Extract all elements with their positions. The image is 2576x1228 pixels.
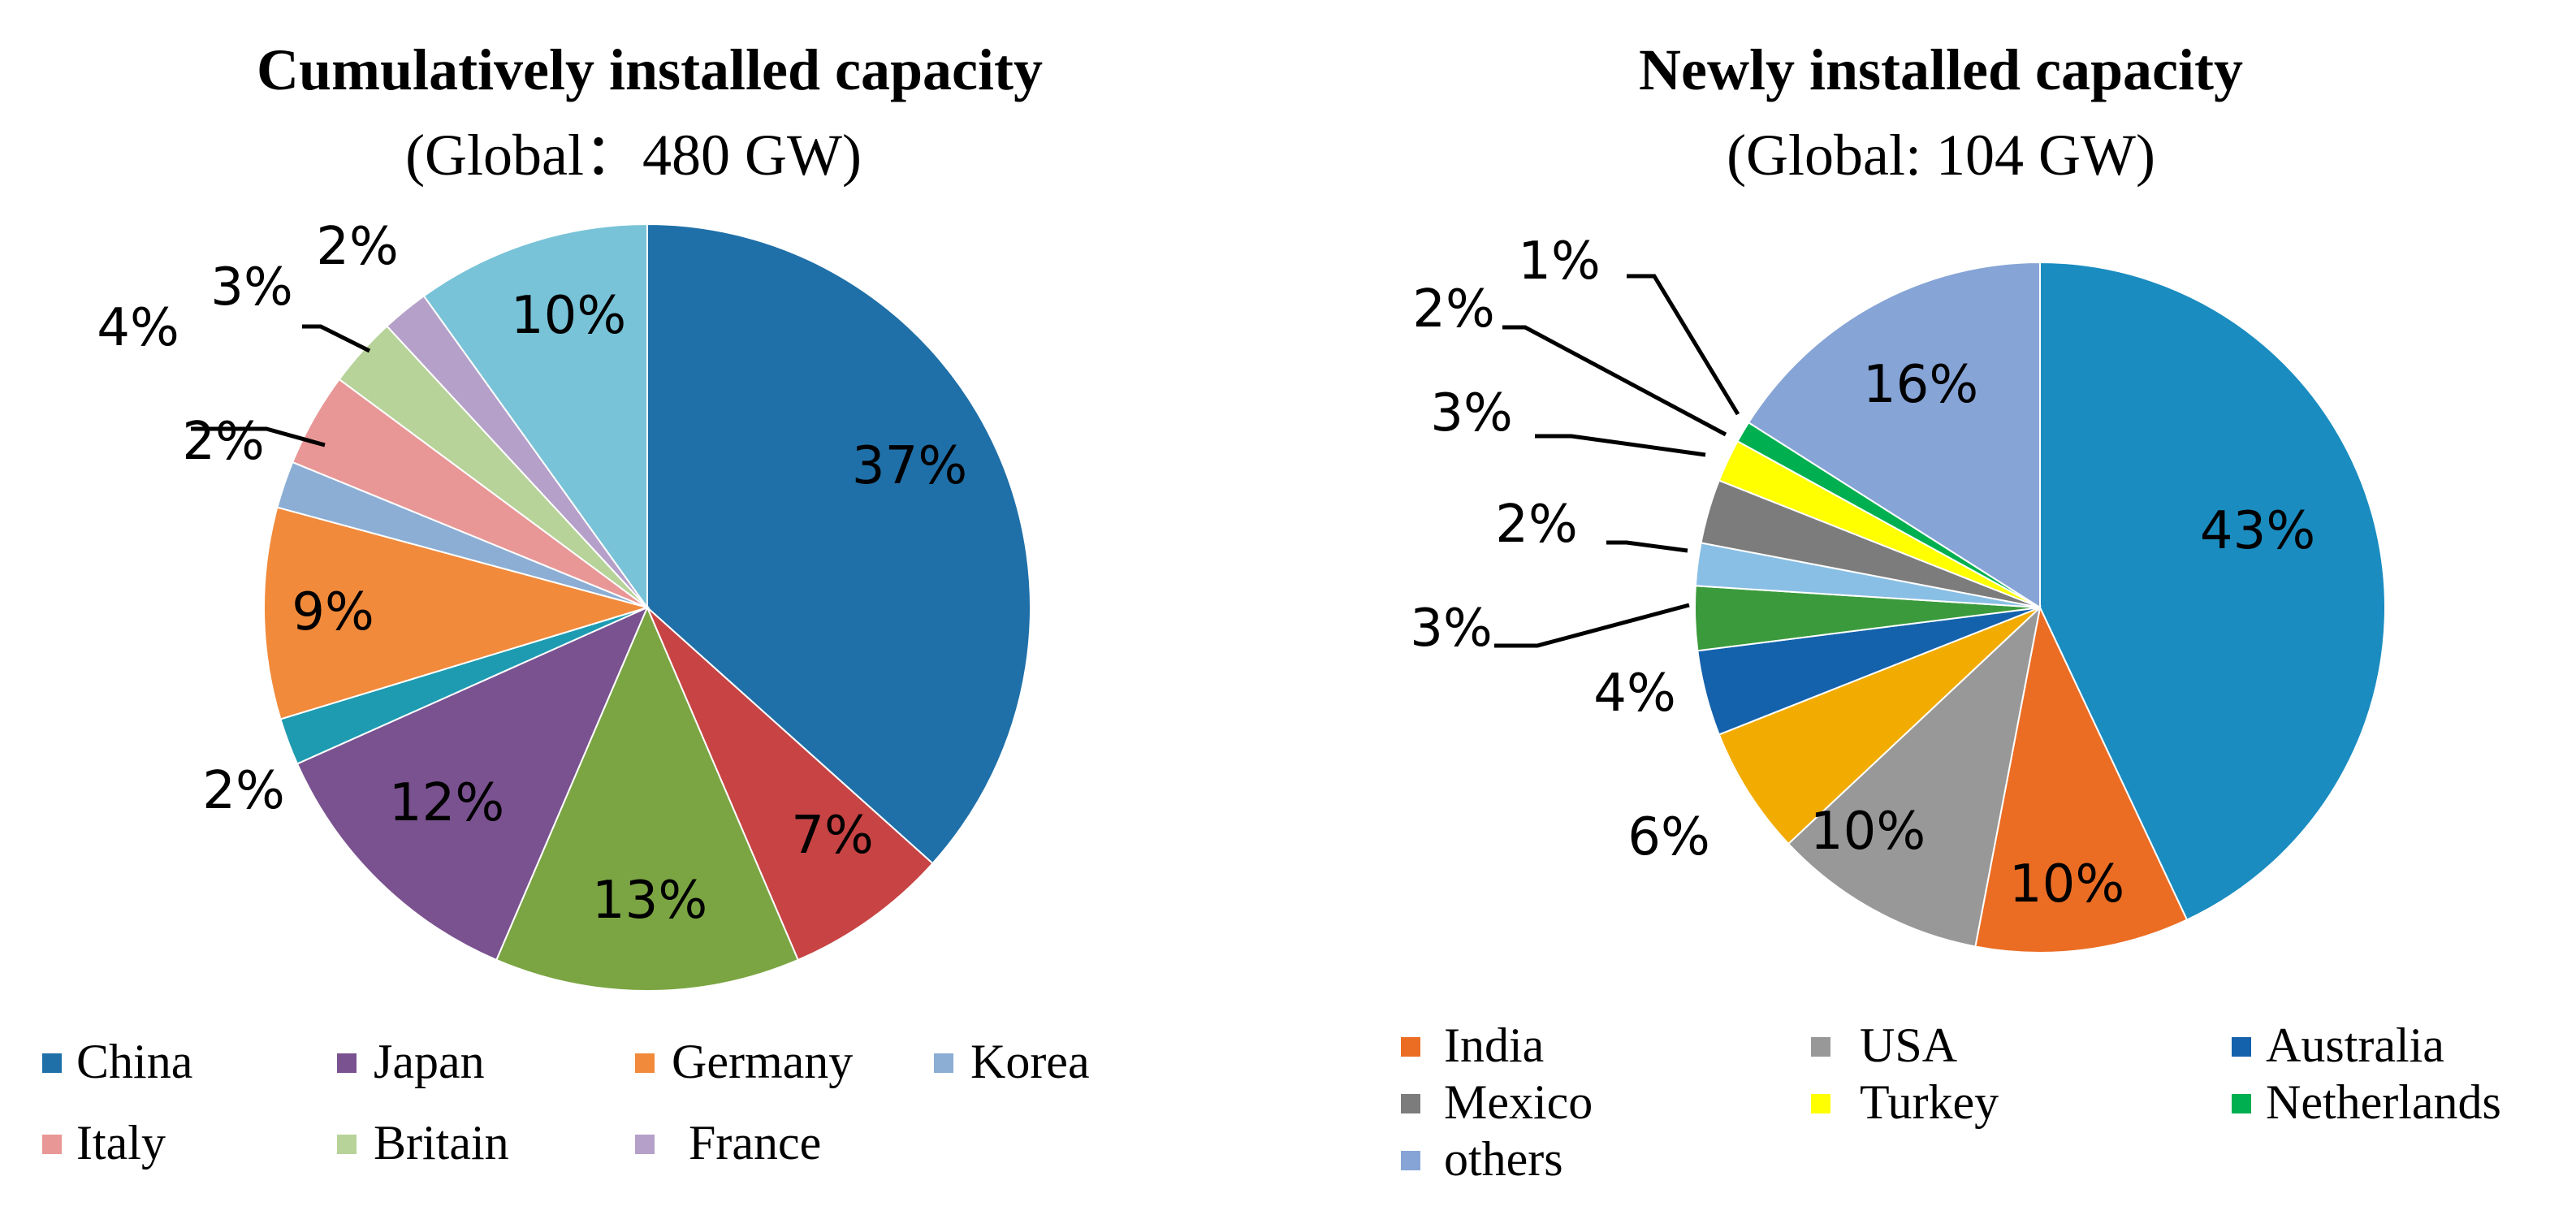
pie-slice-usa [1787, 605, 2042, 948]
legend-label-australia: Australia [2266, 1018, 2444, 1072]
legend-label-britain: Britain [374, 1116, 509, 1170]
chart-title: Newly installed capacity [1639, 37, 2243, 102]
data-label: 37% [852, 436, 967, 496]
pie-slice-china [646, 223, 1031, 865]
pie-slice-japan [296, 606, 649, 962]
legend-label-china: China [76, 1035, 192, 1088]
legend-swatch-others [1401, 1151, 1420, 1170]
pie-slices [263, 223, 1031, 992]
legend-swatch-france [635, 1135, 655, 1154]
pie-slice-unlabeled-0 [2039, 261, 2386, 921]
data-label: 2% [1495, 495, 1578, 555]
legend-label-france: France [689, 1116, 821, 1170]
chart-subtitle: (Global: 104 GW) [1727, 123, 2155, 188]
legend-swatch-mexico [1401, 1094, 1420, 1113]
legend-swatch-korea [934, 1053, 953, 1073]
leader-lines [1494, 274, 1740, 648]
data-label: 9% [292, 582, 374, 642]
legend-label-turkey: Turkey [1860, 1075, 1999, 1129]
legend-label-usa: USA [1860, 1018, 1957, 1072]
pie-slice-others [1747, 261, 2041, 609]
legend-label-germany: Germany [672, 1035, 853, 1088]
pie-slice-unlabeled-3 [1718, 607, 2041, 845]
data-label: 43% [2200, 501, 2315, 561]
legend-swatch-india [1401, 1037, 1420, 1057]
data-label: 2% [202, 761, 285, 821]
data-label: 3% [1410, 599, 1493, 659]
legend-swatch-italy [42, 1135, 62, 1154]
chart-cumulative: Cumulatively installed capacity (Global：… [42, 37, 1090, 1170]
data-label: 6% [1627, 807, 1710, 867]
pie-slice-unlabeled-10 [422, 223, 648, 611]
data-label: 10% [2009, 854, 2124, 915]
legend-label-korea: Korea [970, 1035, 1090, 1088]
leader-line [191, 426, 326, 448]
data-label: 2% [1412, 279, 1495, 339]
pie-slice-india [1974, 604, 2189, 953]
legend-label-netherlands: Netherlands [2266, 1075, 2501, 1129]
data-label: 16% [1863, 355, 1978, 415]
data-labels: 37% 7% 13% 12% 2% 9% 2% 4% 3% 2% 10% [97, 217, 967, 931]
pie-slices [1694, 261, 2386, 953]
leader-line [1535, 434, 1706, 457]
leader-line [1606, 540, 1688, 553]
pie-slice-germany [263, 506, 650, 720]
legend-swatch-australia [2232, 1037, 2251, 1057]
leader-lines [191, 324, 371, 448]
pie-slice-unlabeled-2 [495, 605, 800, 992]
legend-swatch-japan [337, 1053, 357, 1073]
leader-line [302, 324, 371, 353]
data-label: 2% [316, 217, 399, 277]
legend: India USA Australia Mexico Turkey Nether… [1401, 1018, 2501, 1186]
legend-label-japan: Japan [374, 1035, 485, 1088]
legend-label-india: India [1444, 1018, 1544, 1072]
data-label: 7% [791, 806, 874, 866]
data-label: 10% [511, 286, 626, 346]
legend: China Japan Germany Korea Italy Britain … [42, 1035, 1090, 1170]
legend-swatch-usa [1811, 1037, 1830, 1057]
data-label: 4% [1593, 664, 1676, 724]
data-label: 4% [97, 298, 179, 358]
legend-swatch-netherlands [2232, 1094, 2251, 1113]
legend-label-others: others [1444, 1132, 1563, 1186]
data-labels: 43% 10% 10% 6% 4% 3% 2% 3% 2% 1% 16% [1410, 231, 2315, 915]
legend-swatch-britain [337, 1135, 357, 1154]
legend-swatch-turkey [1811, 1094, 1830, 1113]
leader-line [1627, 274, 1740, 416]
legend-swatch-germany [635, 1053, 655, 1073]
chart-newly: Newly installed capacity (Global: 104 GW… [1401, 37, 2501, 1186]
chart-subtitle: (Global：480 GW) [405, 123, 862, 188]
legend-label-italy: Italy [76, 1116, 166, 1170]
data-label: 2% [182, 412, 265, 472]
leader-line [1502, 325, 1727, 437]
data-label: 3% [210, 257, 293, 318]
legend-label-mexico: Mexico [1444, 1075, 1593, 1129]
data-label: 10% [1810, 802, 1926, 862]
chart-title: Cumulatively installed capacity [257, 37, 1043, 102]
data-label: 12% [389, 773, 504, 833]
leader-line [1494, 603, 1690, 648]
pie-slice-unlabeled-1 [646, 607, 934, 962]
data-label: 13% [592, 871, 707, 931]
legend-swatch-china [42, 1053, 62, 1073]
data-label: 3% [1430, 383, 1513, 443]
data-label: 1% [1518, 231, 1601, 292]
